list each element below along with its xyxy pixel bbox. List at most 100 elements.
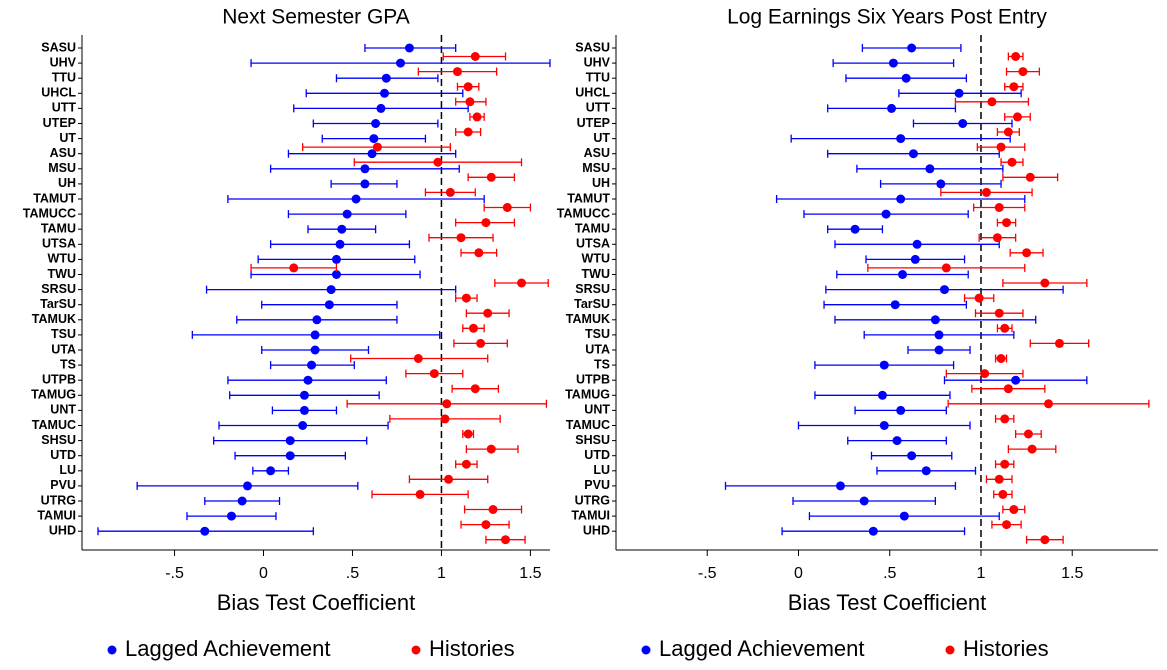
- point: [1023, 429, 1033, 439]
- y-tick-label: UTSA: [42, 237, 76, 251]
- point: [910, 254, 920, 264]
- point: [1003, 127, 1013, 137]
- point: [331, 254, 341, 264]
- y-tick-label: TAMUCC: [23, 206, 76, 220]
- y-tick-label: TAMU: [41, 221, 76, 235]
- point: [934, 330, 944, 340]
- y-tick-label: UTT: [586, 101, 611, 115]
- chart-title: Log Earnings Six Years Post Entry: [727, 6, 1047, 29]
- y-tick-label: UTT: [52, 101, 77, 115]
- point: [892, 436, 902, 446]
- point: [908, 149, 918, 159]
- y-tick-label: ASU: [50, 146, 76, 160]
- y-tick-label: SHSU: [41, 433, 76, 447]
- point: [371, 119, 381, 128]
- point: [1003, 384, 1013, 394]
- y-tick-label: UNT: [50, 403, 76, 417]
- y-tick-label: UTD: [584, 448, 610, 462]
- point: [266, 466, 276, 476]
- point: [481, 520, 491, 530]
- x-tick-label: 1: [437, 565, 446, 582]
- point: [381, 73, 391, 83]
- y-tick-label: WTU: [582, 252, 610, 266]
- point: [372, 142, 382, 152]
- y-tick-label: UTA: [585, 342, 610, 356]
- x-tick-label: 1: [977, 565, 986, 582]
- y-tick-label: TS: [594, 357, 610, 371]
- chart-title: Next Semester GPA: [222, 6, 410, 29]
- point: [890, 300, 900, 310]
- point: [442, 399, 452, 409]
- point: [925, 164, 935, 174]
- point: [461, 293, 471, 303]
- point: [1011, 375, 1021, 385]
- y-tick-label: UHD: [49, 523, 76, 537]
- point: [994, 474, 1004, 484]
- point: [1011, 52, 1021, 61]
- y-tick-label: TAMUG: [31, 388, 76, 402]
- point: [835, 481, 845, 491]
- point: [887, 103, 897, 113]
- point: [335, 239, 345, 249]
- y-tick-label: TAMU: [575, 221, 610, 235]
- y-tick-label: UHD: [583, 523, 610, 537]
- point: [907, 43, 917, 53]
- point: [958, 119, 968, 128]
- y-tick-label: UHCL: [575, 86, 610, 100]
- point: [912, 239, 922, 249]
- y-tick-label: TAMUCC: [557, 206, 610, 220]
- point: [456, 233, 466, 243]
- y-tick-label: TAMUG: [565, 388, 610, 402]
- point: [200, 526, 210, 536]
- y-tick-label: TarSU: [40, 297, 76, 311]
- point: [896, 405, 906, 415]
- legend-label: Histories: [963, 636, 1049, 661]
- y-tick-label: TAMUT: [567, 191, 610, 205]
- point: [1027, 444, 1037, 454]
- point: [285, 451, 295, 461]
- point: [1002, 218, 1012, 228]
- point: [465, 97, 475, 107]
- point: [868, 526, 878, 536]
- point: [1025, 172, 1035, 182]
- point: [299, 390, 309, 400]
- point: [285, 436, 295, 446]
- legend-marker: [641, 645, 651, 655]
- y-tick-label: MSU: [48, 161, 76, 175]
- point: [1000, 414, 1010, 424]
- point: [850, 224, 860, 234]
- y-tick-label: SASU: [575, 40, 610, 54]
- point: [324, 300, 334, 310]
- y-tick-label: MSU: [582, 161, 610, 175]
- point: [888, 58, 898, 68]
- point: [1040, 278, 1050, 288]
- y-tick-label: SHSU: [575, 433, 610, 447]
- point: [501, 535, 511, 545]
- point: [859, 496, 869, 506]
- y-tick-label: TS: [60, 357, 76, 371]
- y-tick-label: UTEP: [577, 116, 610, 130]
- legend-label: Lagged Achievement: [125, 636, 331, 661]
- point: [463, 82, 473, 92]
- point: [369, 134, 379, 144]
- point: [307, 360, 317, 370]
- y-tick-label: UHCL: [41, 86, 76, 100]
- y-tick-label: PVU: [50, 478, 76, 492]
- legend-marker: [107, 645, 117, 655]
- point: [481, 218, 491, 228]
- point: [331, 270, 341, 279]
- point: [987, 97, 997, 107]
- point: [517, 278, 527, 288]
- y-tick-label: TSU: [51, 327, 76, 341]
- point: [303, 375, 313, 385]
- y-tick-label: UTSA: [576, 237, 610, 251]
- point: [299, 405, 309, 415]
- point: [998, 489, 1008, 499]
- point: [470, 52, 480, 61]
- point: [310, 345, 320, 355]
- y-tick-label: TSU: [585, 327, 610, 341]
- y-tick-label: LU: [59, 463, 76, 477]
- y-tick-label: WTU: [48, 252, 76, 266]
- y-tick-label: UNT: [584, 403, 610, 417]
- point: [1054, 338, 1064, 348]
